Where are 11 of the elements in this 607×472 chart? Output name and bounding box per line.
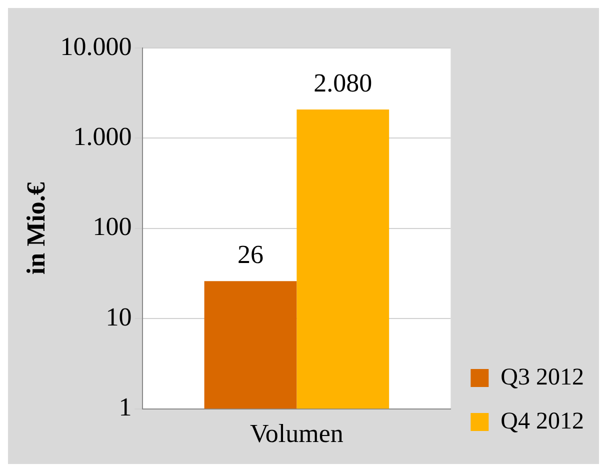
y-tick-label: 100 [92,212,132,242]
x-tick-label: Volumen [250,419,344,448]
y-tick-label: 10 [106,302,132,332]
data-label: 26 [237,240,264,269]
y-tick-label: 1 [118,392,132,422]
legend-label: Q4 2012 [500,408,584,434]
y-tick-label: 10.000 [60,32,132,61]
y-tick-label: 1.000 [73,122,132,152]
y-axis-title: in Mio.€ [21,182,50,275]
legend-label: Q3 2012 [500,364,584,390]
data-label: 2.080 [314,68,372,98]
